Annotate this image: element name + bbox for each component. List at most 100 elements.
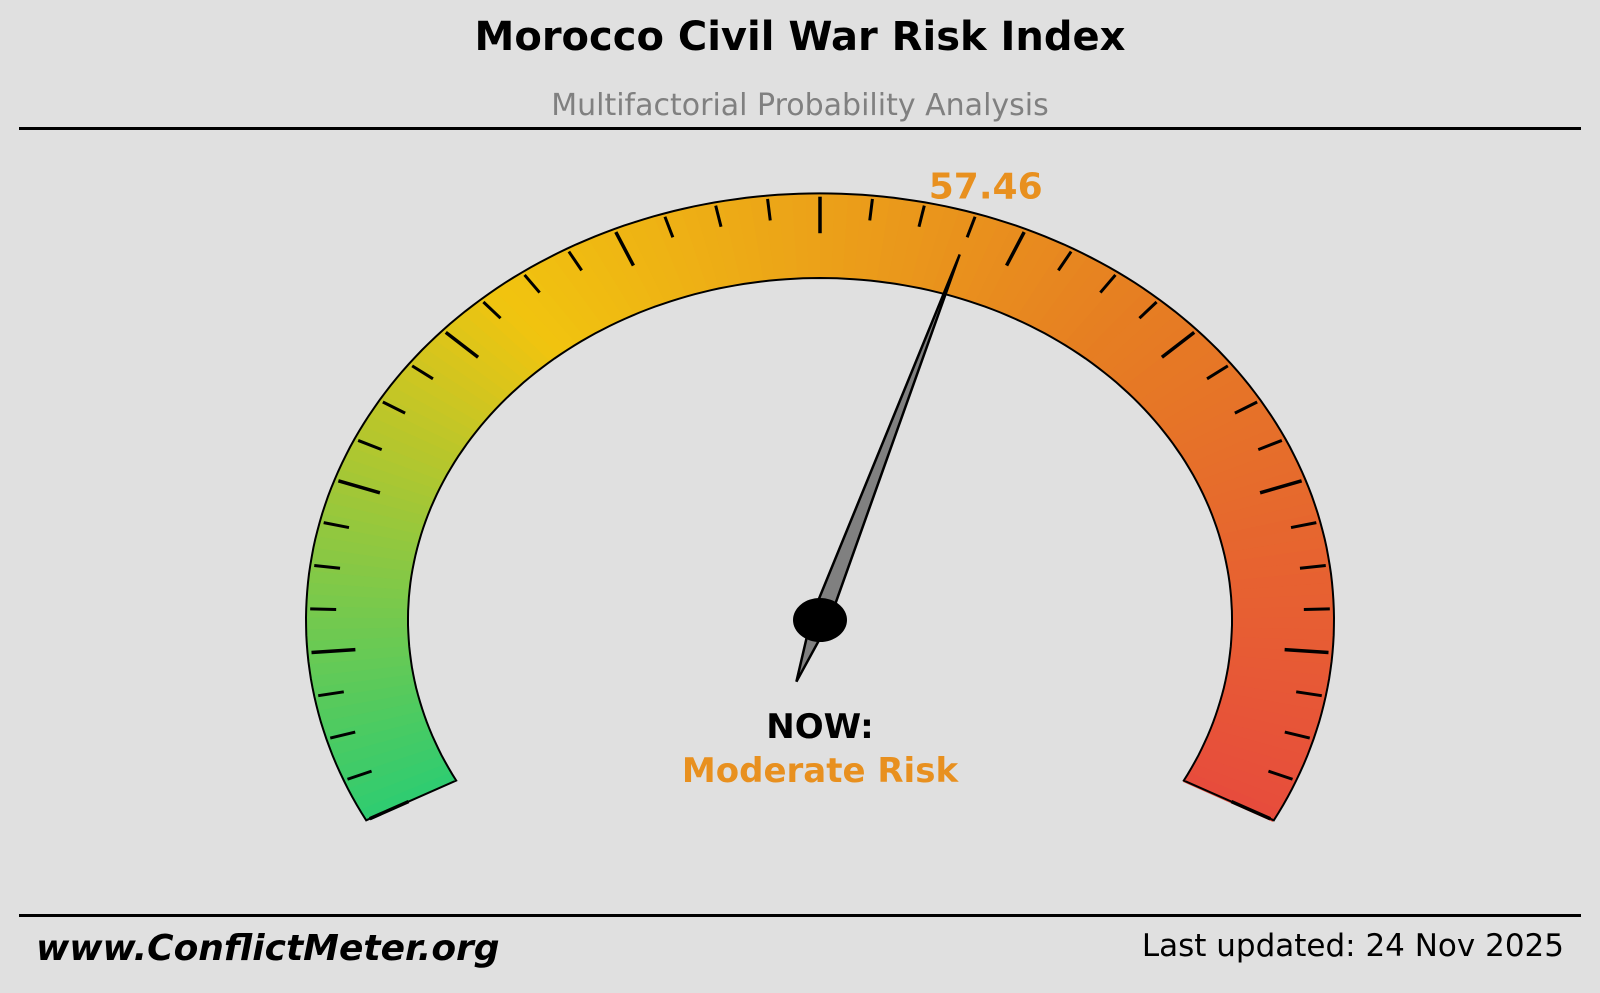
gauge-band-segment xyxy=(1137,347,1226,411)
gauge-band-segment xyxy=(383,383,477,440)
gauge-band-segment xyxy=(462,304,544,375)
gauge-minor-tick xyxy=(917,205,926,228)
gauge-band-segment xyxy=(588,233,647,315)
gauge-band-segment xyxy=(326,489,428,526)
gauge-minor-tick xyxy=(382,400,406,415)
gauge-major-tick xyxy=(1160,331,1196,359)
gauge-band-segment xyxy=(307,569,411,590)
gauge-major-tick xyxy=(444,331,480,359)
gauge-band-segment xyxy=(1081,290,1159,363)
gauge-band-segment xyxy=(398,364,490,425)
gauge-band-segment xyxy=(327,718,430,756)
gauge-minor-tick xyxy=(1057,250,1073,272)
gauge-band-segment xyxy=(313,534,417,563)
gauge-band-segment xyxy=(539,255,607,334)
gauge-band-segment xyxy=(1228,655,1332,678)
gauge-band-segment xyxy=(483,288,561,362)
gauge-minor-tick xyxy=(323,521,350,530)
gauge-band-segment xyxy=(735,197,766,283)
gauge-band-segment xyxy=(362,413,460,465)
gauge-band-segment xyxy=(984,229,1041,312)
gauge-band-segment xyxy=(1176,405,1273,458)
gauge-major-tick xyxy=(1005,231,1026,267)
gauge-band-segment xyxy=(332,727,434,767)
gauge-band-segment xyxy=(356,424,454,473)
gauge-band-segment xyxy=(601,228,657,311)
gauge-band-segment xyxy=(1151,366,1243,426)
gauge-minor-tick xyxy=(357,439,383,451)
gauge-minor-tick xyxy=(1257,439,1283,451)
gauge-minor-tick xyxy=(1234,400,1258,415)
gauge-band-segment xyxy=(1226,664,1330,690)
gauge-band-segment xyxy=(1224,674,1328,701)
gauge-band-segment xyxy=(887,199,921,285)
gauge-band-segment xyxy=(865,195,893,282)
gauge-band-segment xyxy=(1231,594,1334,611)
gauge-band-segment xyxy=(306,625,409,642)
gauge-minor-tick xyxy=(1299,563,1326,570)
gauge-band-segment xyxy=(452,312,535,381)
gauge-minor-tick xyxy=(346,769,373,781)
gauge-band-segment xyxy=(1098,305,1180,376)
gauge-minor-tick xyxy=(482,300,502,320)
gauge-band-segment xyxy=(721,198,755,285)
gauge-band-segment xyxy=(334,466,436,508)
gauge-minor-tick xyxy=(1138,300,1158,320)
gauge-band-segment xyxy=(1209,479,1311,518)
gauge-band-segment xyxy=(805,193,823,279)
gauge-band-segment xyxy=(406,355,497,417)
gauge-band-segment xyxy=(627,219,678,303)
gauge-band-segment xyxy=(320,700,423,734)
gauge-band-segment xyxy=(563,243,627,324)
gauge-band-segment xyxy=(1182,772,1281,822)
gauge-band-segment xyxy=(1188,763,1287,812)
gauge-minor-tick xyxy=(317,690,345,698)
gauge-band-segment xyxy=(1202,737,1303,780)
gauge-band-segment xyxy=(1231,617,1334,632)
gauge-band-segment xyxy=(1226,547,1330,573)
gauge-major-tick xyxy=(311,647,356,655)
gauge-band-segment xyxy=(653,212,700,297)
gauge-band-segment xyxy=(876,197,907,283)
gauge-band-segment xyxy=(314,681,418,711)
gauge-major-tick xyxy=(368,799,410,821)
gauge-minor-tick xyxy=(523,273,541,294)
gauge-minor-tick xyxy=(868,198,874,221)
gauge-band-segment xyxy=(1229,570,1333,592)
gauge-band-segment xyxy=(306,615,409,630)
gauge-band-segment xyxy=(974,224,1028,308)
gauge-band-segment xyxy=(909,203,948,289)
gauge-band-segment xyxy=(1227,559,1331,583)
gauge-band-segment xyxy=(1129,338,1218,403)
gauge-band-segment xyxy=(1222,683,1326,713)
gauge-band-segment xyxy=(920,206,962,292)
gauge-needle-hub xyxy=(793,598,847,642)
gauge-band-segment xyxy=(1063,275,1137,351)
gauge-band-segment xyxy=(308,654,412,677)
gauge-band-segment xyxy=(791,193,811,279)
gauge-band-segment xyxy=(309,557,413,581)
gauge-band-segment xyxy=(323,709,426,745)
gauge-band-segment xyxy=(358,770,457,821)
gauge-band-segment xyxy=(853,194,879,281)
gauge-band-segment xyxy=(1181,415,1279,466)
gauge-band-segment xyxy=(1186,425,1285,475)
footer-website-link[interactable]: www.ConflictMeter.org xyxy=(36,928,500,969)
gauge-band-segment xyxy=(433,328,519,395)
gauge-minor-tick xyxy=(310,607,337,611)
gauge-band-segment xyxy=(368,403,465,457)
gauge-band-segment xyxy=(1044,262,1114,340)
gauge-major-tick xyxy=(1259,479,1303,495)
gauge-band-segment xyxy=(953,216,1002,301)
gauge-value-label: 57.46 xyxy=(929,167,1043,208)
gauge-band-segment xyxy=(551,249,617,329)
gauge-band-segment xyxy=(614,223,668,307)
gauge-band-segment xyxy=(352,762,452,810)
gauge-band-segment xyxy=(842,194,865,280)
gauge-band-segment xyxy=(576,238,637,319)
gauge-band-segment xyxy=(749,195,777,282)
gauge-band-segment xyxy=(680,205,721,291)
gauge-band-segment xyxy=(341,745,442,789)
gauge-band-outline xyxy=(304,192,1336,822)
